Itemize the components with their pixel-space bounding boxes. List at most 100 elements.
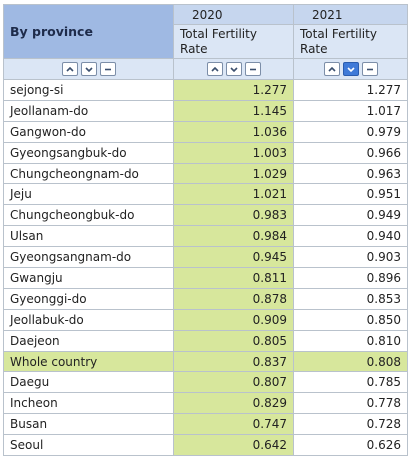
table-row: Gyeonggi-do 0.878 0.853 [3,287,408,310]
value-cell: 0.728 [293,413,408,436]
value-cell: 0.949 [293,204,408,227]
sort-cell [3,58,174,80]
sort-cell [173,58,294,80]
table-row: sejong-si 1.277 1.277 [3,79,408,101]
value-cell: 0.940 [293,225,408,248]
value-cell: 1.145 [173,99,294,122]
value-cell: 0.810 [293,329,408,352]
sort-button[interactable] [225,62,242,77]
table-row: Jeju 1.021 0.951 [3,183,408,206]
table-row: Whole country 0.837 0.808 [3,350,408,373]
province-cell: Gyeongsangbuk-do [3,141,174,164]
table-row: Gyeongsangbuk-do 1.003 0.966 [3,141,408,164]
table-row: Chungcheongbuk-do 0.983 0.949 [3,204,408,227]
province-cell: Busan [3,413,174,436]
sort-buttons [61,62,116,77]
year-header: 2020 [173,4,294,25]
sort-button[interactable] [323,62,340,77]
value-cell: 1.029 [173,162,294,185]
table-row: Incheon 0.829 0.778 [3,392,408,415]
province-cell: Gyeonggi-do [3,287,174,310]
table-row: Ulsan 0.984 0.940 [3,225,408,248]
province-cell: Chungcheongnam-do [3,162,174,185]
province-cell: Seoul [3,434,174,457]
sort-buttons [206,62,261,77]
sort-button[interactable] [99,62,116,77]
sort-button[interactable] [361,62,378,77]
value-cell: 0.963 [293,162,408,185]
province-cell: sejong-si [3,79,174,101]
value-cell: 1.003 [173,141,294,164]
province-cell: Daejeon [3,329,174,352]
value-cell: 0.966 [293,141,408,164]
table-row: Daejeon 0.805 0.810 [3,329,408,352]
table-row: Jeollanam-do 1.145 1.017 [3,99,408,122]
value-cell: 0.984 [173,225,294,248]
sort-icon [366,68,373,71]
province-cell: Chungcheongbuk-do [3,204,174,227]
value-cell: 0.979 [293,120,408,143]
value-cell: 0.778 [293,392,408,415]
table-row: Gangwon-do 1.036 0.979 [3,120,408,143]
sort-icon [327,67,336,72]
province-cell: Gangwon-do [3,120,174,143]
value-cell: 0.811 [173,267,294,289]
sort-icon [84,67,93,73]
sort-button[interactable] [206,62,223,77]
province-cell: Jeollanam-do [3,99,174,122]
header-title: By province [3,4,174,59]
value-cell: 0.837 [173,350,294,373]
measure-header: Total Fertility Rate [173,24,294,59]
value-cell: 0.909 [173,308,294,331]
value-cell: 1.277 [173,79,294,101]
province-cell: Ulsan [3,225,174,248]
value-cell: 0.626 [293,434,408,457]
table-row: Gwangju 0.811 0.896 [3,267,408,289]
sort-icon [104,68,111,71]
province-cell: Whole country [3,350,174,373]
sort-button[interactable] [342,62,359,77]
value-cell: 0.829 [173,392,294,415]
value-cell: 0.945 [173,246,294,269]
province-cell: Daegu [3,371,174,394]
value-cell: 0.785 [293,371,408,394]
province-cell: Jeollabuk-do [3,308,174,331]
value-cell: 0.805 [173,329,294,352]
province-cell: Gwangju [3,267,174,289]
table-row: Daegu 0.807 0.785 [3,371,408,394]
table-row: Busan 0.747 0.728 [3,413,408,436]
value-cell: 0.747 [173,413,294,436]
sort-button[interactable] [244,62,261,77]
sort-icon [249,68,256,71]
value-cell: 1.017 [293,99,408,122]
value-cell: 1.277 [293,79,408,101]
value-cell: 0.878 [173,287,294,310]
value-cell: 0.850 [293,308,408,331]
sort-icon [346,67,355,73]
sort-button[interactable] [80,62,97,77]
value-cell: 0.903 [293,246,408,269]
value-cell: 0.951 [293,183,408,206]
data-table: By province 2020 2021 Total Fertility Ra… [3,4,408,457]
province-cell: Gyeongsangnam-do [3,246,174,269]
value-cell: 1.021 [173,183,294,206]
value-cell: 0.807 [173,371,294,394]
sort-icon [65,67,74,72]
table-row: Jeollabuk-do 0.909 0.850 [3,308,408,331]
province-cell: Incheon [3,392,174,415]
sort-cell [293,58,408,80]
value-cell: 0.808 [293,350,408,373]
table-row: Gyeongsangnam-do 0.945 0.903 [3,246,408,269]
value-cell: 0.983 [173,204,294,227]
sort-button[interactable] [61,62,78,77]
table-row: Seoul 0.642 0.626 [3,434,408,457]
value-cell: 0.896 [293,267,408,289]
measure-header: Total Fertility Rate [293,24,408,59]
sort-icon [210,67,219,72]
province-cell: Jeju [3,183,174,206]
table-wrap: By province 2020 2021 Total Fertility Ra… [3,4,408,457]
sort-buttons [323,62,378,77]
value-cell: 0.642 [173,434,294,457]
sort-icon [229,67,238,73]
